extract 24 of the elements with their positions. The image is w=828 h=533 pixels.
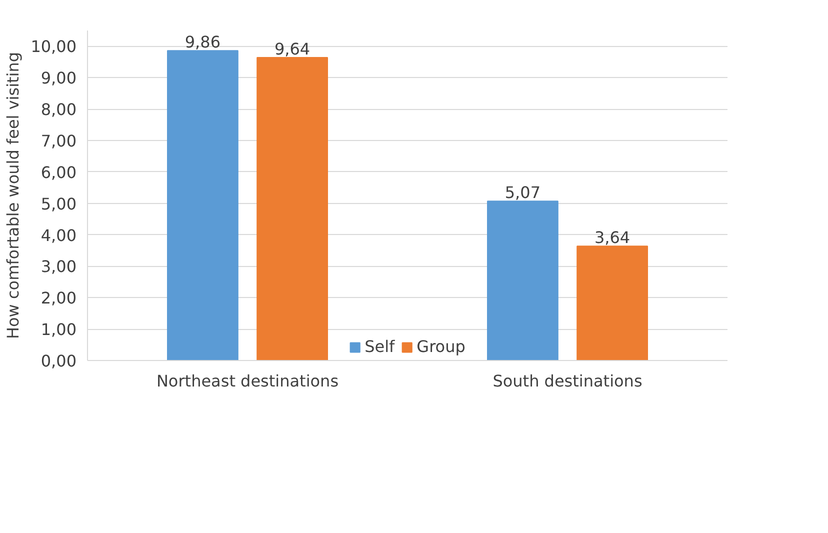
data-label: 9,64 <box>274 40 310 59</box>
y-tick-label: 0,00 <box>40 352 76 370</box>
y-tick-label: 5,00 <box>40 194 76 214</box>
data-label: 9,86 <box>184 32 221 52</box>
bar <box>487 200 558 360</box>
data-label: 3,64 <box>594 228 630 248</box>
y-tick-label: 3,00 <box>40 257 76 276</box>
legend-label: Group <box>416 337 466 356</box>
y-axis-title: How comfortable would feel visiting <box>4 52 23 340</box>
y-tick-label: 10,00 <box>30 37 77 56</box>
x-tick-label: South destinations <box>492 372 642 390</box>
y-tick-label: 7,00 <box>40 132 76 150</box>
y-tick-label: 4,00 <box>40 226 76 245</box>
bar <box>576 246 648 360</box>
y-tick-label: 8,00 <box>40 100 76 120</box>
data-label: 5,07 <box>504 183 541 202</box>
y-tick-label: 9,00 <box>40 68 76 88</box>
y-tick-label: 1,00 <box>40 320 76 340</box>
x-tick-label: Northeast destinations <box>156 372 339 390</box>
y-tick-label: 2,00 <box>40 288 76 308</box>
bar <box>167 50 238 360</box>
legend-label: Self <box>364 337 395 356</box>
bar <box>256 57 328 360</box>
y-tick-label: 6,00 <box>40 162 76 182</box>
